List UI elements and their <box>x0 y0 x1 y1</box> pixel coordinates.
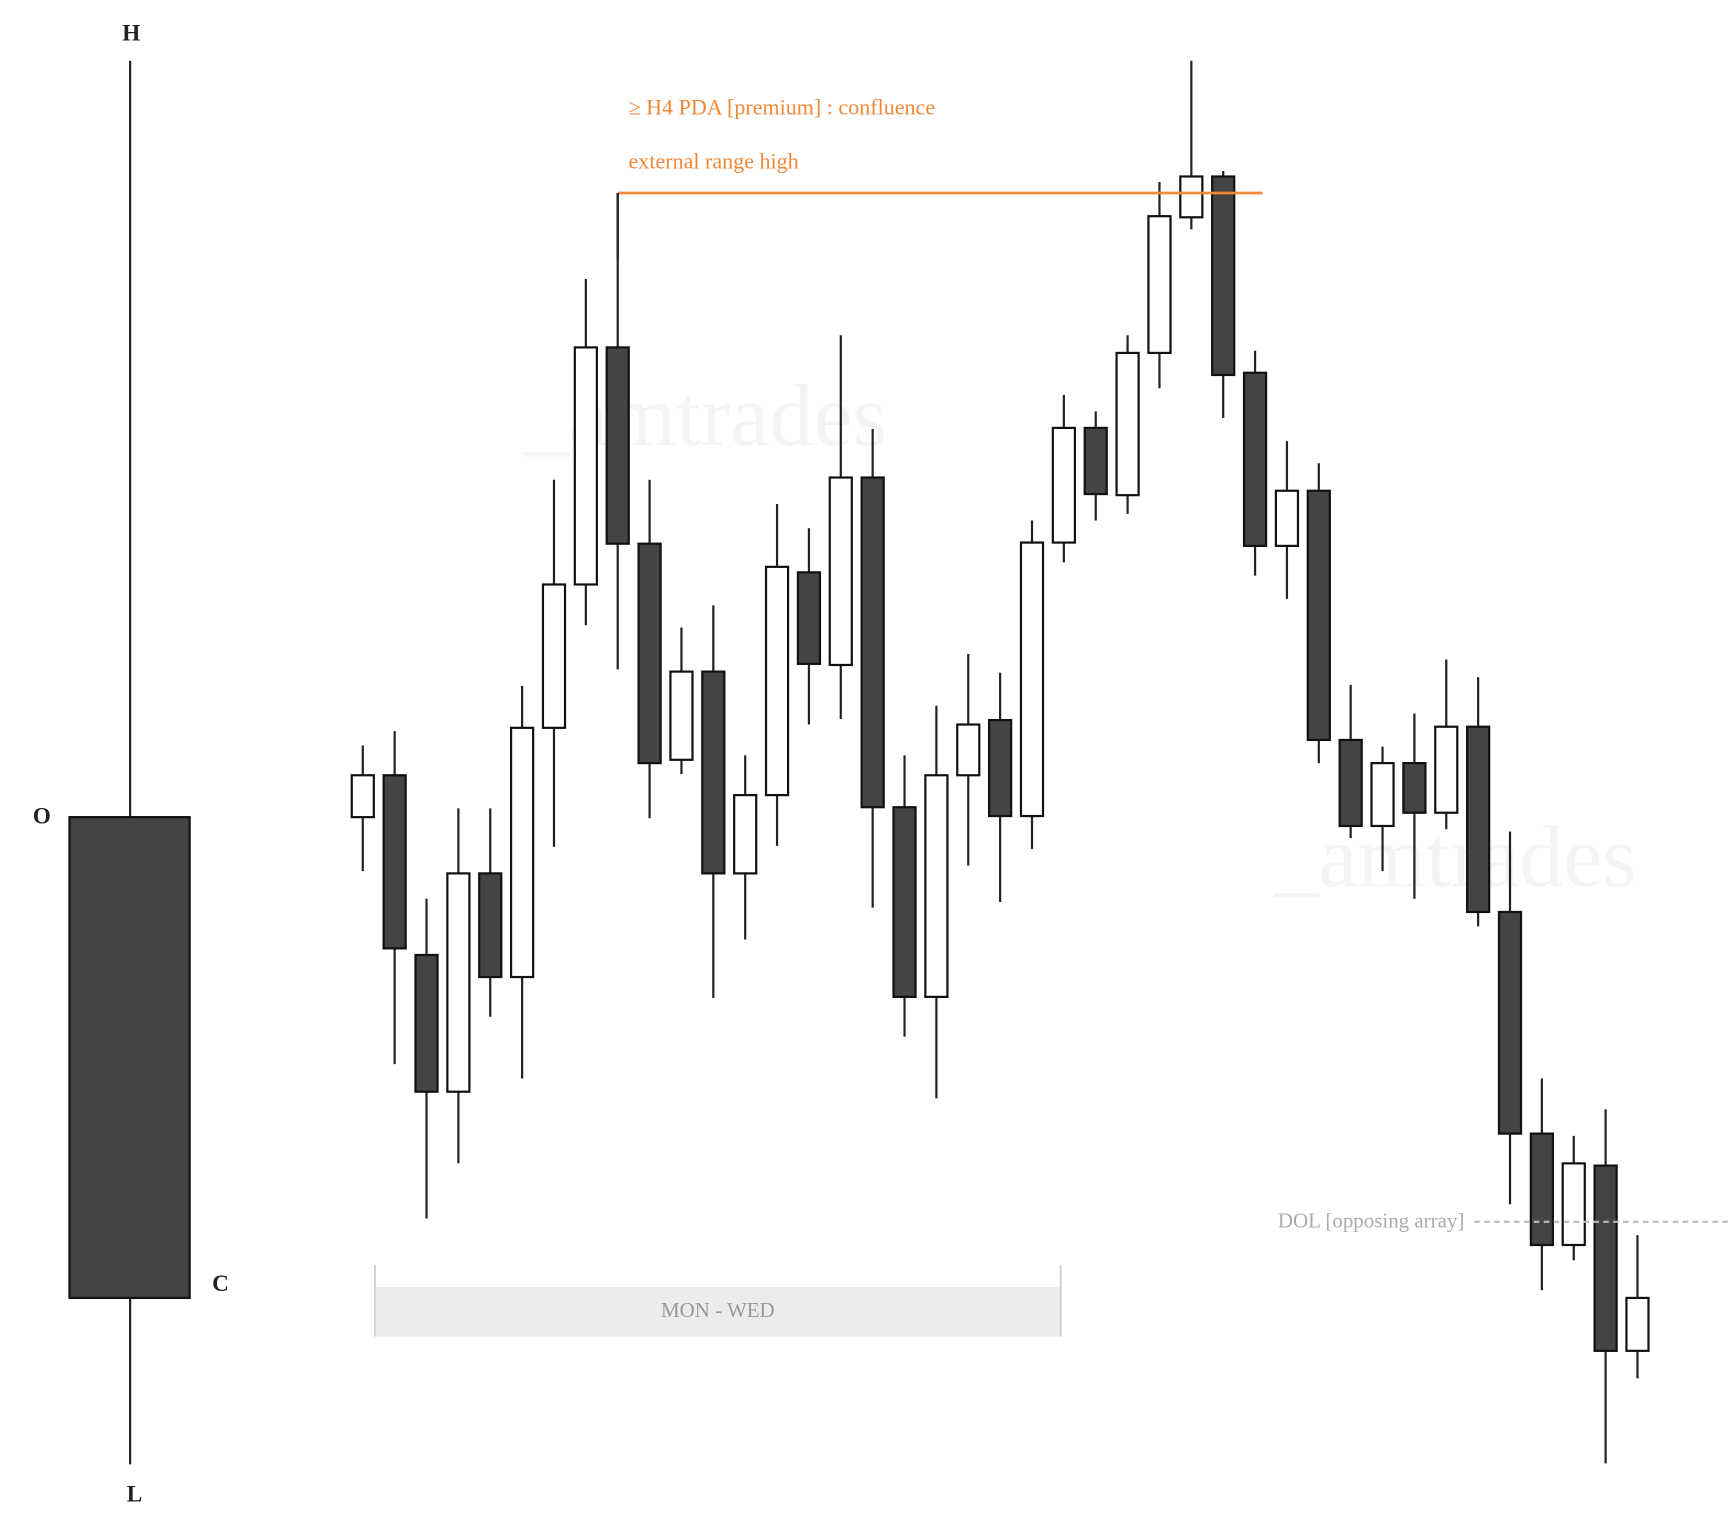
candle-body <box>669 670 694 761</box>
legend-label: H <box>122 21 140 47</box>
candle-body <box>733 793 758 875</box>
candle-body <box>924 774 949 998</box>
candle-body <box>509 726 535 979</box>
session-label: MON - WED <box>661 1298 775 1322</box>
candle-body <box>1115 351 1140 497</box>
candle-body <box>1242 371 1268 547</box>
watermark: _amtrades <box>1273 808 1636 906</box>
candle-body <box>1211 175 1236 377</box>
candle-body <box>1402 762 1427 814</box>
legend-label: L <box>127 1482 142 1508</box>
dol-label: DOL [opposing array] <box>1278 1209 1464 1233</box>
candle-body <box>796 571 822 665</box>
candle-body <box>573 346 598 586</box>
candle-body <box>382 774 407 950</box>
candle-body <box>1625 1296 1650 1352</box>
candle-body <box>637 542 662 765</box>
candle-body <box>892 806 917 998</box>
annotation: external range high <box>629 148 799 173</box>
candles <box>350 60 1650 1464</box>
legend-body <box>68 816 191 1300</box>
session-box <box>374 1286 1061 1337</box>
candle-body <box>414 953 439 1093</box>
candle-body <box>446 872 471 1093</box>
candle-body <box>1466 725 1491 914</box>
candle-body <box>860 476 885 809</box>
candle-body <box>1370 762 1395 828</box>
candle-body <box>956 723 981 777</box>
candle-body <box>1274 489 1300 547</box>
candle-body <box>1179 175 1204 219</box>
candle-body <box>1019 541 1045 818</box>
candle-body <box>1497 910 1523 1135</box>
candle-body <box>701 670 726 875</box>
candle-body <box>541 583 567 729</box>
candle-body <box>1338 738 1363 828</box>
candle-body <box>1147 215 1172 355</box>
candle-body <box>1306 489 1331 742</box>
candle-body <box>828 476 853 667</box>
legend-label: C <box>212 1271 229 1297</box>
candle-body <box>350 774 375 819</box>
candle-body <box>1529 1132 1555 1247</box>
candle-body <box>987 719 1013 818</box>
candle-body <box>764 565 790 797</box>
annotation: ≥ H4 PDA [premium] : confluence <box>629 94 936 119</box>
candle-body <box>478 872 503 979</box>
candle-body <box>1593 1164 1618 1352</box>
legend-label: O <box>33 804 51 830</box>
candle-body <box>1083 426 1108 496</box>
candle-body <box>1434 725 1459 814</box>
candle-body <box>1051 426 1076 544</box>
candle-body <box>605 346 630 545</box>
candle-body <box>1561 1162 1586 1247</box>
